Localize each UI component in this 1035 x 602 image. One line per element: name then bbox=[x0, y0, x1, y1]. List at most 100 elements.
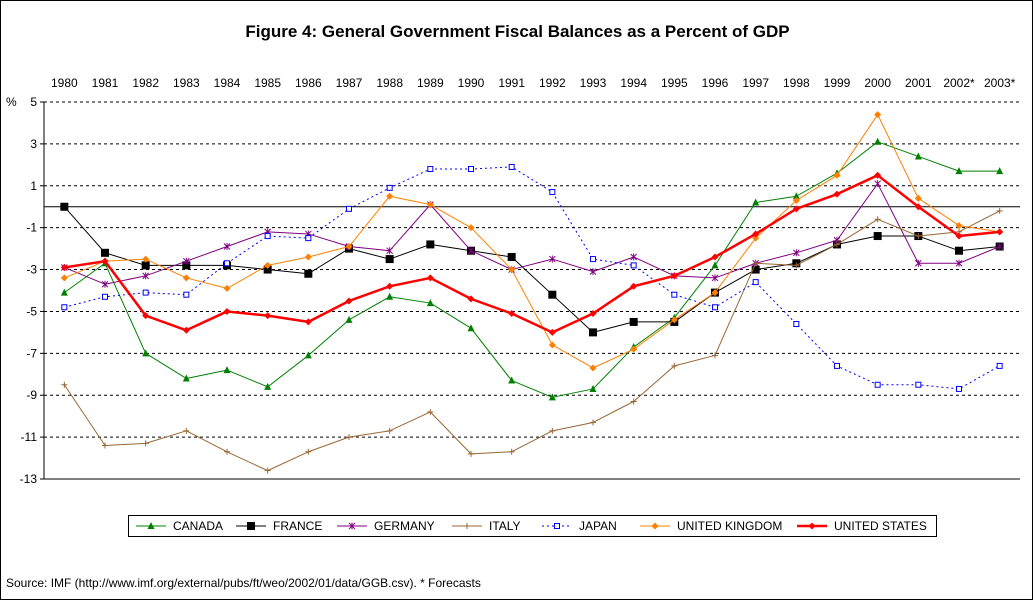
data-point bbox=[348, 522, 356, 530]
data-point bbox=[873, 232, 882, 241]
data-point bbox=[711, 253, 719, 261]
legend-label: JAPAN bbox=[579, 519, 617, 533]
legend-item-italy: ITALY bbox=[452, 519, 521, 533]
data-point bbox=[590, 256, 596, 263]
data-point bbox=[304, 269, 313, 278]
data-point bbox=[590, 419, 596, 426]
series-line-france bbox=[63, 206, 1000, 333]
data-point bbox=[955, 259, 963, 267]
y-tick-label: 5 bbox=[30, 95, 37, 109]
data-point bbox=[101, 280, 109, 288]
data-point bbox=[874, 180, 882, 188]
legend-item-france: FRANCE bbox=[236, 519, 322, 533]
x-tick-label: 1988 bbox=[376, 76, 403, 90]
data-point bbox=[101, 257, 109, 265]
data-point bbox=[996, 243, 1004, 251]
data-point bbox=[386, 192, 394, 200]
x-tick-label: 1989 bbox=[417, 76, 444, 90]
data-point bbox=[60, 274, 68, 282]
data-point bbox=[651, 522, 659, 530]
data-point bbox=[468, 166, 474, 173]
data-point bbox=[955, 232, 963, 240]
data-point bbox=[914, 259, 922, 267]
x-tick-label: 1993 bbox=[580, 76, 607, 90]
data-point bbox=[386, 247, 394, 255]
series-line-germany bbox=[64, 183, 1000, 285]
series-line-united-kingdom bbox=[64, 114, 1000, 369]
data-point bbox=[264, 312, 272, 320]
data-point bbox=[60, 263, 68, 271]
data-point bbox=[752, 234, 760, 242]
x-tick-label: 1995 bbox=[661, 76, 688, 90]
data-point bbox=[426, 299, 434, 307]
x-tick-label: 1997 bbox=[742, 76, 769, 90]
data-point bbox=[548, 255, 556, 263]
data-point bbox=[345, 297, 353, 305]
data-point bbox=[264, 467, 271, 474]
data-point bbox=[548, 328, 556, 336]
x-tick-label: 1984 bbox=[214, 76, 241, 90]
data-point bbox=[142, 289, 149, 296]
legend-label: CANADA bbox=[173, 519, 223, 533]
data-point bbox=[874, 137, 882, 145]
data-point bbox=[996, 207, 1003, 214]
data-point bbox=[752, 198, 760, 206]
data-point bbox=[554, 523, 560, 529]
x-tick-label: 2001 bbox=[905, 76, 932, 90]
data-point bbox=[224, 260, 230, 267]
data-point bbox=[61, 381, 68, 388]
data-point bbox=[346, 205, 352, 212]
data-point bbox=[752, 279, 759, 286]
data-point bbox=[305, 235, 312, 242]
legend-label: ITALY bbox=[489, 519, 521, 533]
y-tick-label: 3 bbox=[30, 137, 37, 151]
x-tick-label: 1982 bbox=[132, 76, 159, 90]
y-axis-label: % bbox=[6, 95, 17, 109]
data-point bbox=[508, 448, 515, 455]
data-point bbox=[223, 307, 231, 315]
data-point bbox=[833, 171, 841, 179]
data-point bbox=[223, 284, 231, 292]
data-point bbox=[630, 282, 638, 290]
data-point bbox=[101, 248, 109, 257]
data-point bbox=[426, 274, 434, 282]
data-point bbox=[141, 261, 150, 270]
data-point bbox=[345, 315, 353, 323]
legend: CANADA FRANCE GERMANY ITALY JAPAN UNITED KING… bbox=[136, 519, 927, 533]
x-tick-label: 2000 bbox=[864, 76, 891, 90]
x-tick-label: 2003* bbox=[984, 76, 1016, 90]
data-point bbox=[182, 374, 190, 382]
data-point bbox=[834, 241, 840, 248]
data-point bbox=[468, 450, 474, 457]
data-point bbox=[60, 202, 69, 211]
data-point bbox=[386, 282, 394, 290]
data-point bbox=[711, 274, 719, 282]
data-point bbox=[996, 362, 1003, 369]
series-japan bbox=[61, 163, 1003, 392]
series-line-italy bbox=[63, 210, 1000, 472]
legend-item-united-kingdom: UNITED KINGDOM bbox=[640, 519, 782, 533]
data-point bbox=[142, 312, 150, 320]
data-point bbox=[752, 260, 759, 267]
data-point bbox=[630, 398, 637, 405]
data-point bbox=[671, 291, 678, 298]
y-tick-label: 1 bbox=[30, 179, 37, 193]
data-point bbox=[996, 167, 1004, 175]
data-point bbox=[467, 224, 475, 232]
data-point bbox=[346, 434, 352, 441]
data-point bbox=[589, 268, 597, 276]
data-point bbox=[629, 317, 638, 326]
series-italy bbox=[61, 207, 1003, 474]
data-point bbox=[386, 427, 393, 434]
series-line-japan bbox=[64, 166, 1000, 390]
data-point bbox=[223, 366, 231, 374]
source-note: Source: IMF (http://www.imf.org/external… bbox=[6, 576, 481, 590]
y-tick-label: -7 bbox=[26, 346, 37, 360]
legend-label: GERMANY bbox=[374, 519, 435, 533]
legend-label: FRANCE bbox=[273, 519, 322, 533]
data-point bbox=[589, 364, 597, 372]
data-point bbox=[630, 253, 638, 261]
data-point bbox=[549, 427, 556, 434]
